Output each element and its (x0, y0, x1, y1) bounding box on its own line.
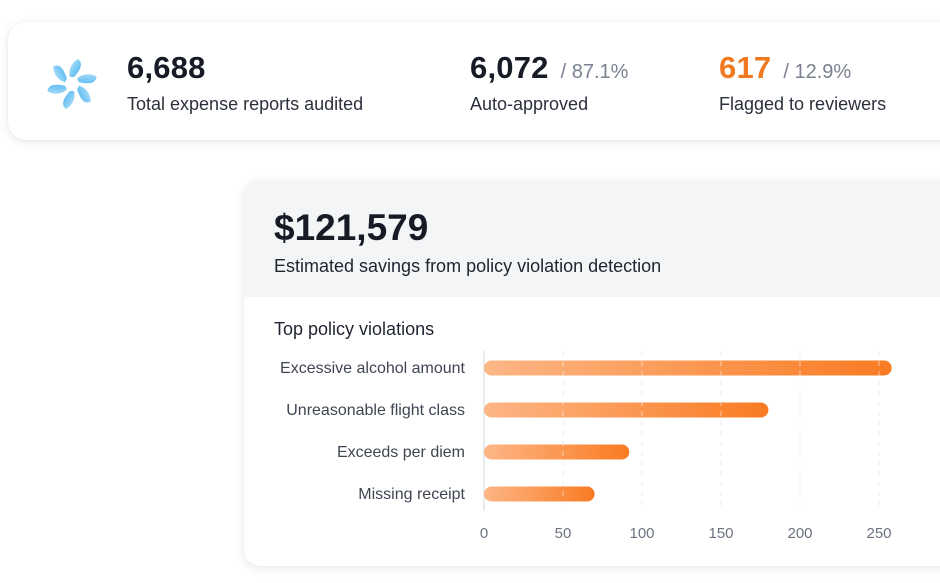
logo-petal (63, 91, 75, 109)
chart-category-label: Excessive alcohol amount (280, 360, 466, 377)
chart-x-tick-label: 150 (708, 525, 733, 542)
auto-approved-value: 6,072 (470, 50, 549, 85)
flagged-label: Flagged to reviewers (719, 94, 887, 114)
chart-x-tick-label: 100 (629, 525, 654, 542)
chart-bar (484, 402, 769, 418)
auto-approved-label: Auto-approved (470, 94, 589, 114)
total-reports-label: Total expense reports audited (127, 94, 364, 114)
chart-bar (484, 486, 595, 502)
savings-amount: $121,579 (274, 207, 429, 248)
flagged-value: 617 (719, 50, 772, 85)
logo-petal (77, 85, 91, 103)
chart-x-tick-label: 0 (480, 525, 488, 542)
auto-approved-percent: / 87.1% (560, 61, 629, 83)
chart-bar (484, 444, 630, 460)
logo-petal (77, 74, 97, 84)
stat-auto-approved: 6,072 / 87.1% Auto-approved (470, 50, 628, 115)
violations-bar-chart: Excessive alcohol amount Unreasonable fli… (280, 351, 892, 542)
chart-x-tick-label: 50 (555, 525, 572, 542)
chart-category-label: Unreasonable flight class (286, 402, 465, 419)
chart-category-label: Exceeds per diem (337, 444, 465, 461)
flagged-percent: / 12.9% (783, 61, 852, 83)
chart-bar (484, 360, 892, 376)
savings-card: $121,579 Estimated savings from policy v… (244, 181, 940, 566)
savings-header: $121,579 Estimated savings from policy v… (244, 181, 940, 297)
stat-flagged: 617 / 12.9% Flagged to reviewers (719, 50, 886, 115)
logo-petal (69, 59, 81, 77)
pinwheel-logo-icon (47, 59, 97, 109)
savings-label: Estimated savings from policy violation … (274, 256, 662, 276)
total-reports-value: 6,688 (127, 50, 206, 85)
audit-stats-card: 6,688 Total expense reports audited 6,07… (8, 22, 940, 140)
chart-x-tick-label: 250 (866, 525, 891, 542)
chart-title: Top policy violations (274, 319, 435, 339)
chart-x-tick-label: 200 (787, 525, 812, 542)
logo-petal (47, 84, 67, 94)
stat-total-reports: 6,688 Total expense reports audited (127, 50, 363, 115)
logo-petal (53, 65, 67, 83)
chart-category-label: Missing receipt (358, 486, 465, 503)
